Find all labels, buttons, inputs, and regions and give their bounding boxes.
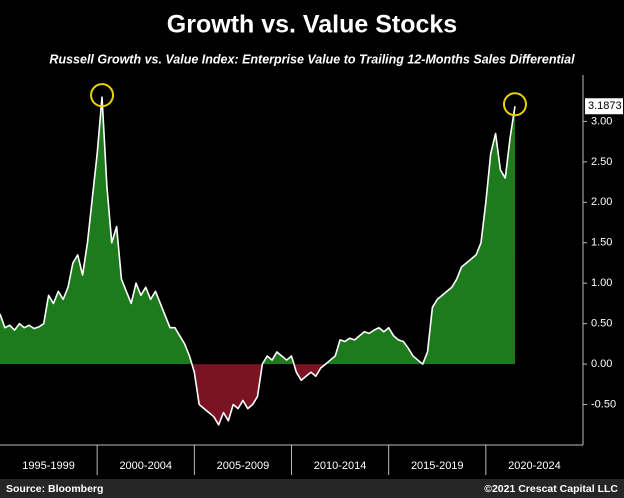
x-tick-label: 2020-2024 <box>508 460 561 472</box>
y-tick-label: 1.50 <box>591 237 612 249</box>
last-value-box <box>585 98 623 115</box>
x-tick-label: 2010-2014 <box>314 460 367 472</box>
chart-subtitle: Russell Growth vs. Value Index: Enterpri… <box>49 52 575 66</box>
y-tick-label: 0.50 <box>591 318 612 330</box>
y-tick-label: 1.00 <box>591 277 612 289</box>
y-tick-label: -0.50 <box>591 398 616 410</box>
y-tick-label: 2.00 <box>591 196 612 208</box>
x-tick-label: 2000-2004 <box>119 460 172 472</box>
highlight-circle <box>90 83 115 108</box>
y-tick-label: 2.50 <box>591 156 612 168</box>
area-negative <box>191 364 326 425</box>
highlight-circle <box>502 92 527 117</box>
last-value-label: 3.1873 <box>588 100 622 112</box>
x-tick-label: 2015-2019 <box>411 460 464 472</box>
footer-bar <box>0 479 624 498</box>
y-tick-label: 3.00 <box>591 115 612 127</box>
x-tick-label: 2005-2009 <box>217 460 270 472</box>
y-tick-label: 0.00 <box>591 358 612 370</box>
source: Source: Bloomberg <box>6 483 103 495</box>
line <box>0 96 516 426</box>
chart-title: Growth vs. Value Stocks <box>167 11 457 39</box>
copyright: ©2021 Crescat Capital LLC <box>484 483 618 495</box>
x-tick-label: 1995-1999 <box>22 460 75 472</box>
